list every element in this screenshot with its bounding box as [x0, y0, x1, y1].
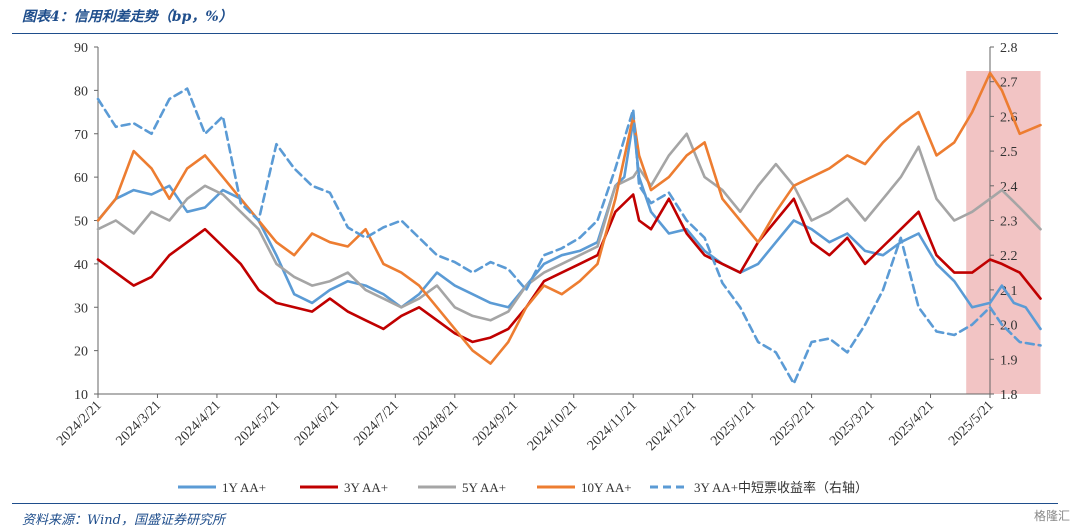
- x-tick-label: 2024/4/21: [173, 398, 224, 449]
- y-right-tick-label: 2.7: [1000, 76, 1018, 91]
- bottom-rule: [12, 503, 1058, 504]
- series-line-2: [96, 132, 1042, 322]
- x-tick-label: 2024/7/21: [351, 398, 402, 449]
- x-tick-label: 2025/2/21: [768, 398, 819, 449]
- watermark: 格隆汇: [1033, 509, 1070, 523]
- y-left-tick-label: 40: [74, 258, 88, 273]
- legend: 1Y AA+ 3Y AA+ 5Y AA+ 10Y AA+ 3Y AA+中短票收益率（右轴…: [178, 480, 868, 495]
- y-left-tick-label: 50: [74, 215, 88, 230]
- legend-label: 10Y AA+: [581, 480, 632, 495]
- x-tick-label: 2024/6/21: [292, 398, 343, 449]
- x-tick-label: 2025/5/21: [946, 398, 997, 449]
- x-tick-label: 2024/11/21: [585, 398, 640, 453]
- x-tick-label: 2025/1/21: [708, 398, 759, 449]
- y-left-tick-label: 80: [74, 84, 88, 99]
- legend-label: 3Y AA+中短票收益率（右轴）: [694, 480, 868, 495]
- legend-label: 5Y AA+: [462, 480, 506, 495]
- y-left-tick-label: 10: [74, 388, 88, 403]
- y-right-tick-label: 2.5: [1000, 145, 1018, 160]
- y-right-tick-label: 2.8: [1000, 41, 1018, 56]
- y-left-tick-label: 70: [74, 128, 88, 143]
- y-right-tick-label: 2.2: [1000, 249, 1018, 264]
- top-rule: [12, 33, 1058, 34]
- y-right-tick-label: 2.6: [1000, 110, 1018, 125]
- y-left-tick-label: 90: [74, 41, 88, 56]
- source-note: 资料来源：Wind，国盛证券研究所: [22, 513, 225, 528]
- series-line-3: [96, 71, 1042, 365]
- x-tick-label: 2024/5/21: [232, 398, 283, 449]
- series-line-4: [96, 87, 1042, 385]
- y-right-tick-label: 1.8: [1000, 388, 1018, 403]
- x-tick-label: 2024/12/21: [644, 398, 700, 454]
- series-line-0: [96, 119, 1042, 331]
- series-line-1: [96, 193, 1042, 344]
- x-tick-label: 2024/2/21: [54, 398, 105, 449]
- x-tick-label: 2024/10/21: [525, 398, 581, 454]
- legend-label: 1Y AA+: [222, 480, 266, 495]
- x-tick-label: 2025/3/21: [827, 398, 878, 449]
- x-tick-label: 2024/8/21: [411, 398, 462, 449]
- y-left-tick-label: 60: [74, 171, 88, 186]
- y-right-tick-label: 2.0: [1000, 319, 1018, 334]
- x-tick-label: 2024/3/21: [114, 398, 165, 449]
- y-right-tick-label: 1.9: [1000, 353, 1018, 368]
- axes: 1020304050607080901.81.92.02.12.22.32.42…: [54, 41, 1017, 454]
- x-tick-label: 2025/4/21: [887, 398, 938, 449]
- chart-title: 图表4：信用利差走势（bp，%）: [22, 9, 233, 25]
- series-lines: [96, 71, 1042, 385]
- y-left-tick-label: 30: [74, 301, 88, 316]
- y-right-tick-label: 2.3: [1000, 215, 1018, 230]
- highlight-region: [966, 71, 1041, 394]
- y-left-tick-label: 20: [74, 345, 88, 360]
- legend-label: 3Y AA+: [344, 480, 388, 495]
- highlight-rect: [966, 71, 1041, 394]
- x-tick-label: 2024/9/21: [470, 398, 521, 449]
